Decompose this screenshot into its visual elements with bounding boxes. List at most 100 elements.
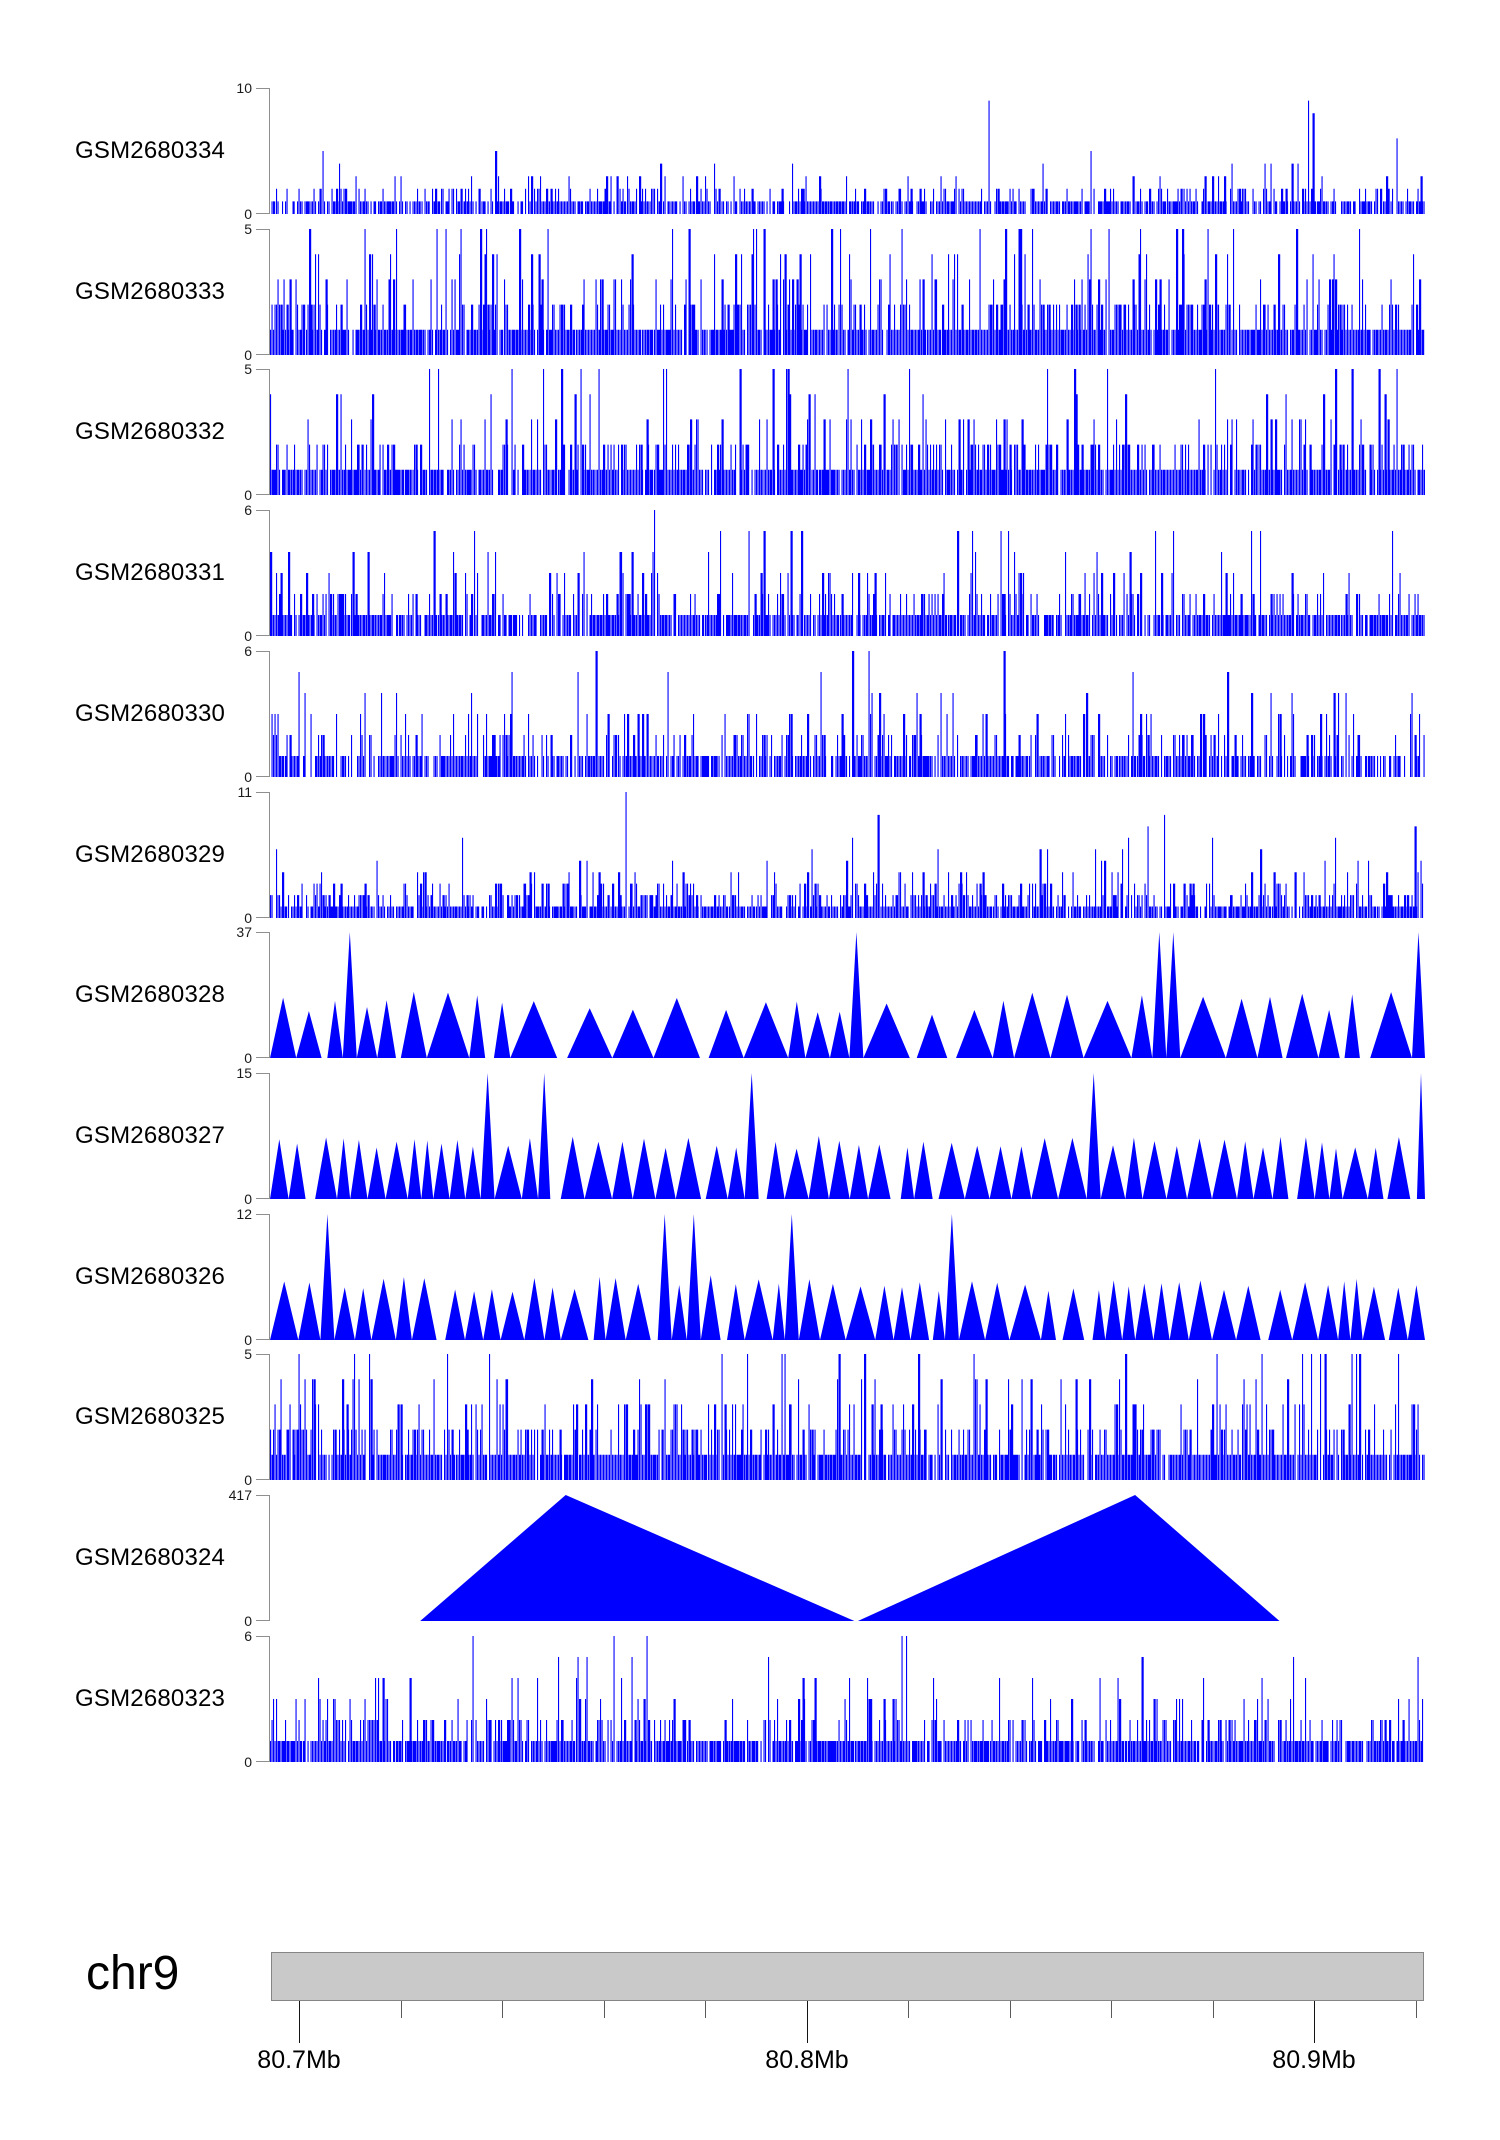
track-y-axis-zero-tick (256, 354, 270, 355)
coverage-peaks (270, 1073, 1425, 1199)
chromosome-label: chr9 (86, 1947, 180, 2000)
coverage-area (271, 100, 1425, 214)
track-row-GSM2680329: GSM2680329 11 0 (0, 784, 1500, 926)
ruler-minor-tick (604, 2001, 605, 2018)
ruler-major-tick (807, 2001, 808, 2043)
ruler-minor-tick (908, 2001, 909, 2018)
track-row-GSM2680325: GSM2680325 5 0 (0, 1346, 1500, 1488)
track-label: GSM2680334 (75, 137, 226, 164)
track-y-axis-zero-tick (256, 1198, 270, 1199)
coverage-plot-GSM2680324 (420, 1495, 1280, 1621)
track-y-axis-top-tick (256, 1354, 270, 1355)
track-y-axis-zero-tick (256, 1057, 270, 1058)
coverage-plot-GSM2680325 (270, 1354, 1425, 1480)
track-ymin-label: 0 (244, 1332, 252, 1348)
chromosome-ruler-bar (271, 1952, 1424, 2001)
track-y-axis-zero-tick (256, 1339, 270, 1340)
track-row-GSM2680333: GSM2680333 5 0 (0, 221, 1500, 363)
coverage-plot-GSM2680323 (270, 1636, 1424, 1762)
track-ymax-label: 15 (236, 1065, 252, 1081)
track-y-axis-top-tick (256, 792, 270, 793)
track-label: GSM2680325 (75, 1403, 226, 1430)
track-ymin-label: 0 (244, 347, 252, 363)
track-y-axis (269, 1354, 270, 1480)
coverage-peaks (270, 932, 1425, 1058)
track-y-axis-top-tick (256, 1073, 270, 1074)
coverage-area (270, 510, 1425, 636)
track-ymin-label: 0 (244, 1754, 252, 1770)
track-label: GSM2680331 (75, 559, 226, 586)
track-ymax-label: 12 (236, 1206, 252, 1222)
coverage-area (270, 1636, 1424, 1762)
coverage-triangle (420, 1495, 855, 1621)
track-ymax-label: 10 (236, 80, 252, 96)
ruler-major-tick (1314, 2001, 1315, 2043)
ruler-minor-tick (502, 2001, 503, 2018)
track-row-GSM2680328: GSM2680328 37 0 (0, 924, 1500, 1066)
track-ymin-label: 0 (244, 487, 252, 503)
track-y-axis-top-tick (256, 932, 270, 933)
track-y-axis (269, 369, 270, 495)
track-y-axis-top-tick (256, 1636, 270, 1637)
track-y-axis-zero-tick (256, 776, 270, 777)
coverage-plot-GSM2680330 (271, 651, 1425, 777)
track-label: GSM2680332 (75, 418, 226, 445)
coverage-area (270, 1354, 1425, 1480)
ruler-minor-tick (1416, 2001, 1417, 2018)
track-y-axis (269, 88, 270, 214)
track-ymin-label: 0 (244, 910, 252, 926)
track-y-axis (269, 229, 270, 355)
coverage-area (270, 369, 1425, 495)
track-y-axis (269, 792, 270, 918)
track-row-GSM2680332: GSM2680332 5 0 (0, 361, 1500, 503)
coverage-peaks (270, 1214, 1425, 1340)
track-ymin-label: 0 (244, 1472, 252, 1488)
ruler-minor-tick (705, 2001, 706, 2018)
coverage-plot-GSM2680331 (270, 510, 1425, 636)
coverage-plot-GSM2680328 (270, 932, 1425, 1058)
track-y-axis-zero-tick (256, 635, 270, 636)
track-label: GSM2680324 (75, 1544, 226, 1571)
coverage-plot-GSM2680332 (270, 369, 1425, 495)
track-ymax-label: 5 (244, 1346, 252, 1362)
ruler-tick-label: 80.7Mb (257, 2046, 341, 2074)
track-y-axis-zero-tick (256, 1620, 270, 1621)
track-ymax-label: 6 (244, 1628, 252, 1644)
track-ymax-label: 11 (237, 784, 252, 800)
ruler-minor-tick (1213, 2001, 1214, 2018)
coverage-area (270, 229, 1425, 355)
ruler-minor-tick (1010, 2001, 1011, 2018)
track-y-axis-top-tick (256, 510, 270, 511)
coverage-plot-GSM2680326 (270, 1214, 1425, 1340)
track-y-axis-zero-tick (256, 494, 270, 495)
track-y-axis-zero-tick (256, 917, 270, 918)
coverage-plot-GSM2680333 (270, 229, 1425, 355)
ruler-minor-tick (1111, 2001, 1112, 2018)
track-y-axis-zero-tick (256, 1761, 270, 1762)
track-y-axis-top-tick (256, 88, 270, 89)
coverage-area (270, 792, 1424, 918)
track-y-axis (269, 1636, 270, 1762)
coverage-triangle (857, 1495, 1280, 1621)
track-ymin-label: 0 (244, 1050, 252, 1066)
track-row-GSM2680327: GSM2680327 15 0 (0, 1065, 1500, 1207)
track-y-axis-zero-tick (256, 1479, 270, 1480)
track-y-axis (269, 932, 270, 1058)
coverage-area (271, 651, 1425, 777)
track-ymax-label: 417 (228, 1487, 252, 1503)
track-row-GSM2680326: GSM2680326 12 0 (0, 1206, 1500, 1348)
track-label: GSM2680328 (75, 981, 226, 1008)
track-y-axis-top-tick (256, 369, 270, 370)
track-label: GSM2680323 (75, 1685, 226, 1712)
track-y-axis (269, 651, 270, 777)
track-row-GSM2680334: GSM2680334 10 0 (0, 80, 1500, 222)
track-y-axis-zero-tick (256, 213, 270, 214)
ruler-minor-tick (401, 2001, 402, 2018)
track-label: GSM2680329 (75, 841, 226, 868)
track-y-axis (269, 510, 270, 636)
track-ymin-label: 0 (244, 1191, 252, 1207)
track-y-axis (269, 1495, 270, 1621)
track-label: GSM2680327 (75, 1122, 226, 1149)
ruler-major-tick (299, 2001, 300, 2043)
